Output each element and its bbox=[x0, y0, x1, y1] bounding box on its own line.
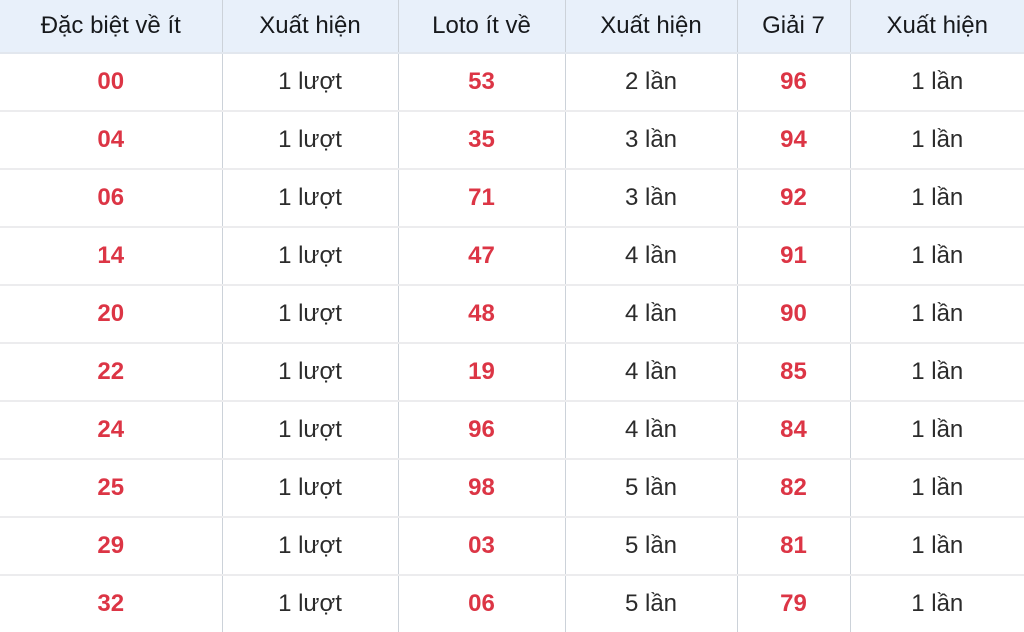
number-cell: 90 bbox=[737, 284, 851, 343]
number-cell: 48 bbox=[398, 284, 566, 343]
table-row: 14 1 lượt 47 4 lần 91 1 lần bbox=[0, 226, 1024, 285]
count-cell: 4 lần bbox=[565, 284, 738, 343]
column-header-xuat-hien-5: Xuất hiện bbox=[850, 0, 1024, 54]
number-cell: 91 bbox=[737, 226, 851, 285]
count-cell: 1 lượt bbox=[222, 516, 399, 575]
number-cell: 24 bbox=[0, 400, 223, 459]
table-row: 25 1 lượt 98 5 lần 82 1 lần bbox=[0, 458, 1024, 517]
table-row: 06 1 lượt 71 3 lần 92 1 lần bbox=[0, 168, 1024, 227]
number-cell: 19 bbox=[398, 342, 566, 401]
count-cell: 1 lần bbox=[850, 342, 1024, 401]
count-cell: 1 lượt bbox=[222, 342, 399, 401]
table-row: 00 1 lượt 53 2 lần 96 1 lần bbox=[0, 53, 1024, 111]
number-cell: 98 bbox=[398, 458, 566, 517]
table-row: 29 1 lượt 03 5 lần 81 1 lần bbox=[0, 516, 1024, 575]
count-cell: 4 lần bbox=[565, 400, 738, 459]
table-row: 32 1 lượt 06 5 lần 79 1 lần bbox=[0, 574, 1024, 632]
table-row: 20 1 lượt 48 4 lần 90 1 lần bbox=[0, 284, 1024, 343]
count-cell: 1 lần bbox=[850, 226, 1024, 285]
number-cell: 84 bbox=[737, 400, 851, 459]
number-cell: 22 bbox=[0, 342, 223, 401]
count-cell: 1 lượt bbox=[222, 168, 399, 227]
count-cell: 4 lần bbox=[565, 342, 738, 401]
header-row: Đặc biệt về ít Xuất hiện Loto ít về Xuất hi… bbox=[0, 0, 1024, 54]
count-cell: 1 lần bbox=[850, 284, 1024, 343]
number-cell: 06 bbox=[398, 574, 566, 632]
count-cell: 5 lần bbox=[565, 516, 738, 575]
count-cell: 1 lần bbox=[850, 458, 1024, 517]
count-cell: 1 lượt bbox=[222, 284, 399, 343]
number-cell: 00 bbox=[0, 53, 223, 111]
number-cell: 20 bbox=[0, 284, 223, 343]
number-cell: 85 bbox=[737, 342, 851, 401]
count-cell: 2 lần bbox=[565, 53, 738, 111]
count-cell: 1 lượt bbox=[222, 226, 399, 285]
column-header-ac-biet-ve-it-0: Đặc biệt về ít bbox=[0, 0, 223, 54]
count-cell: 1 lần bbox=[911, 68, 964, 95]
number-cell: 53 bbox=[398, 53, 566, 111]
number-cell: 81 bbox=[737, 516, 851, 575]
count-cell: 1 lượt bbox=[222, 110, 399, 169]
count-cell: 5 lần bbox=[565, 458, 738, 517]
count-cell: 1 lượt bbox=[222, 53, 399, 111]
number-cell: 92 bbox=[737, 168, 851, 227]
count-cell: 1 lần bbox=[850, 110, 1024, 169]
count-cell: 1 lượt bbox=[222, 400, 399, 459]
number-cell: 94 bbox=[737, 110, 851, 169]
count-cell: 3 lần bbox=[565, 168, 738, 227]
number-cell: 32 bbox=[0, 574, 223, 632]
number-cell: 04 bbox=[0, 110, 223, 169]
count-cell: 4 lần bbox=[565, 226, 738, 285]
number-cell: 47 bbox=[398, 226, 566, 285]
count-cell: 1 lượt bbox=[222, 458, 399, 517]
count-cell: 1 lần bbox=[850, 400, 1024, 459]
table-row: 22 1 lượt 19 4 lần 85 1 lần bbox=[0, 342, 1024, 401]
count-cell: 1 lượt bbox=[222, 574, 399, 632]
column-header-xuat-hien-1: Xuất hiện bbox=[222, 0, 399, 54]
number-cell: 25 bbox=[0, 458, 223, 517]
table-body: 00 1 lượt 53 2 lần 96 1 lần 04 1 lượt 35 3 lần 94 1… bbox=[0, 53, 1024, 632]
number-cell: 71 bbox=[398, 168, 566, 227]
count-cell: 3 lần bbox=[565, 110, 738, 169]
count-cell: 5 lần bbox=[565, 574, 738, 632]
number-cell: 79 bbox=[737, 574, 851, 632]
count-cell: 1 lần bbox=[850, 168, 1024, 227]
column-header-giai-7-4: Giải 7 bbox=[737, 0, 851, 54]
number-cell: 35 bbox=[398, 110, 566, 169]
table-row: 04 1 lượt 35 3 lần 94 1 lần bbox=[0, 110, 1024, 169]
number-cell: 03 bbox=[398, 516, 566, 575]
number-cell: 29 bbox=[0, 516, 223, 575]
number-cell: 96 bbox=[398, 400, 566, 459]
table-row: 24 1 lượt 96 4 lần 84 1 lần bbox=[0, 400, 1024, 459]
column-header-xuat-hien-3: Xuất hiện bbox=[565, 0, 738, 54]
number-cell: 06 bbox=[0, 168, 223, 227]
number-cell: 14 bbox=[0, 226, 223, 285]
count-cell: 1 lần bbox=[850, 574, 1024, 632]
number-cell: 82 bbox=[737, 458, 851, 517]
count-cell: 1 lần bbox=[850, 516, 1024, 575]
column-header-loto-it-ve-2: Loto ít về bbox=[398, 0, 566, 54]
number-cell: 96 bbox=[737, 53, 851, 111]
